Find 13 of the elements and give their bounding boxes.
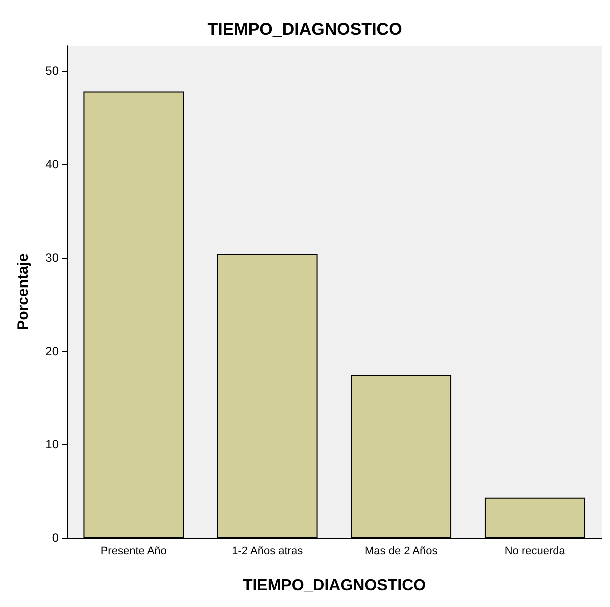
y-tick-label: 10: [46, 438, 60, 452]
y-tick-label: 30: [46, 250, 60, 265]
x-tick-label: Mas de 2 Años: [364, 546, 438, 558]
chart-title: TIEMPO_DIAGNOSTICO: [208, 20, 402, 39]
y-tick-label: 20: [46, 344, 60, 358]
y-tick-label: 50: [46, 64, 60, 78]
y-tick-label: 40: [46, 158, 60, 172]
x-axis-title: TIEMPO_DIAGNOSTICO: [242, 578, 426, 594]
x-tick-label: No recuerda: [504, 546, 566, 558]
y-axis-title: Porcentaje: [15, 254, 32, 330]
y-tick-label: 0: [52, 531, 60, 545]
x-tick-label: 1-2 Años atras: [232, 546, 304, 558]
x-tick-label: Presente Año: [100, 546, 167, 558]
